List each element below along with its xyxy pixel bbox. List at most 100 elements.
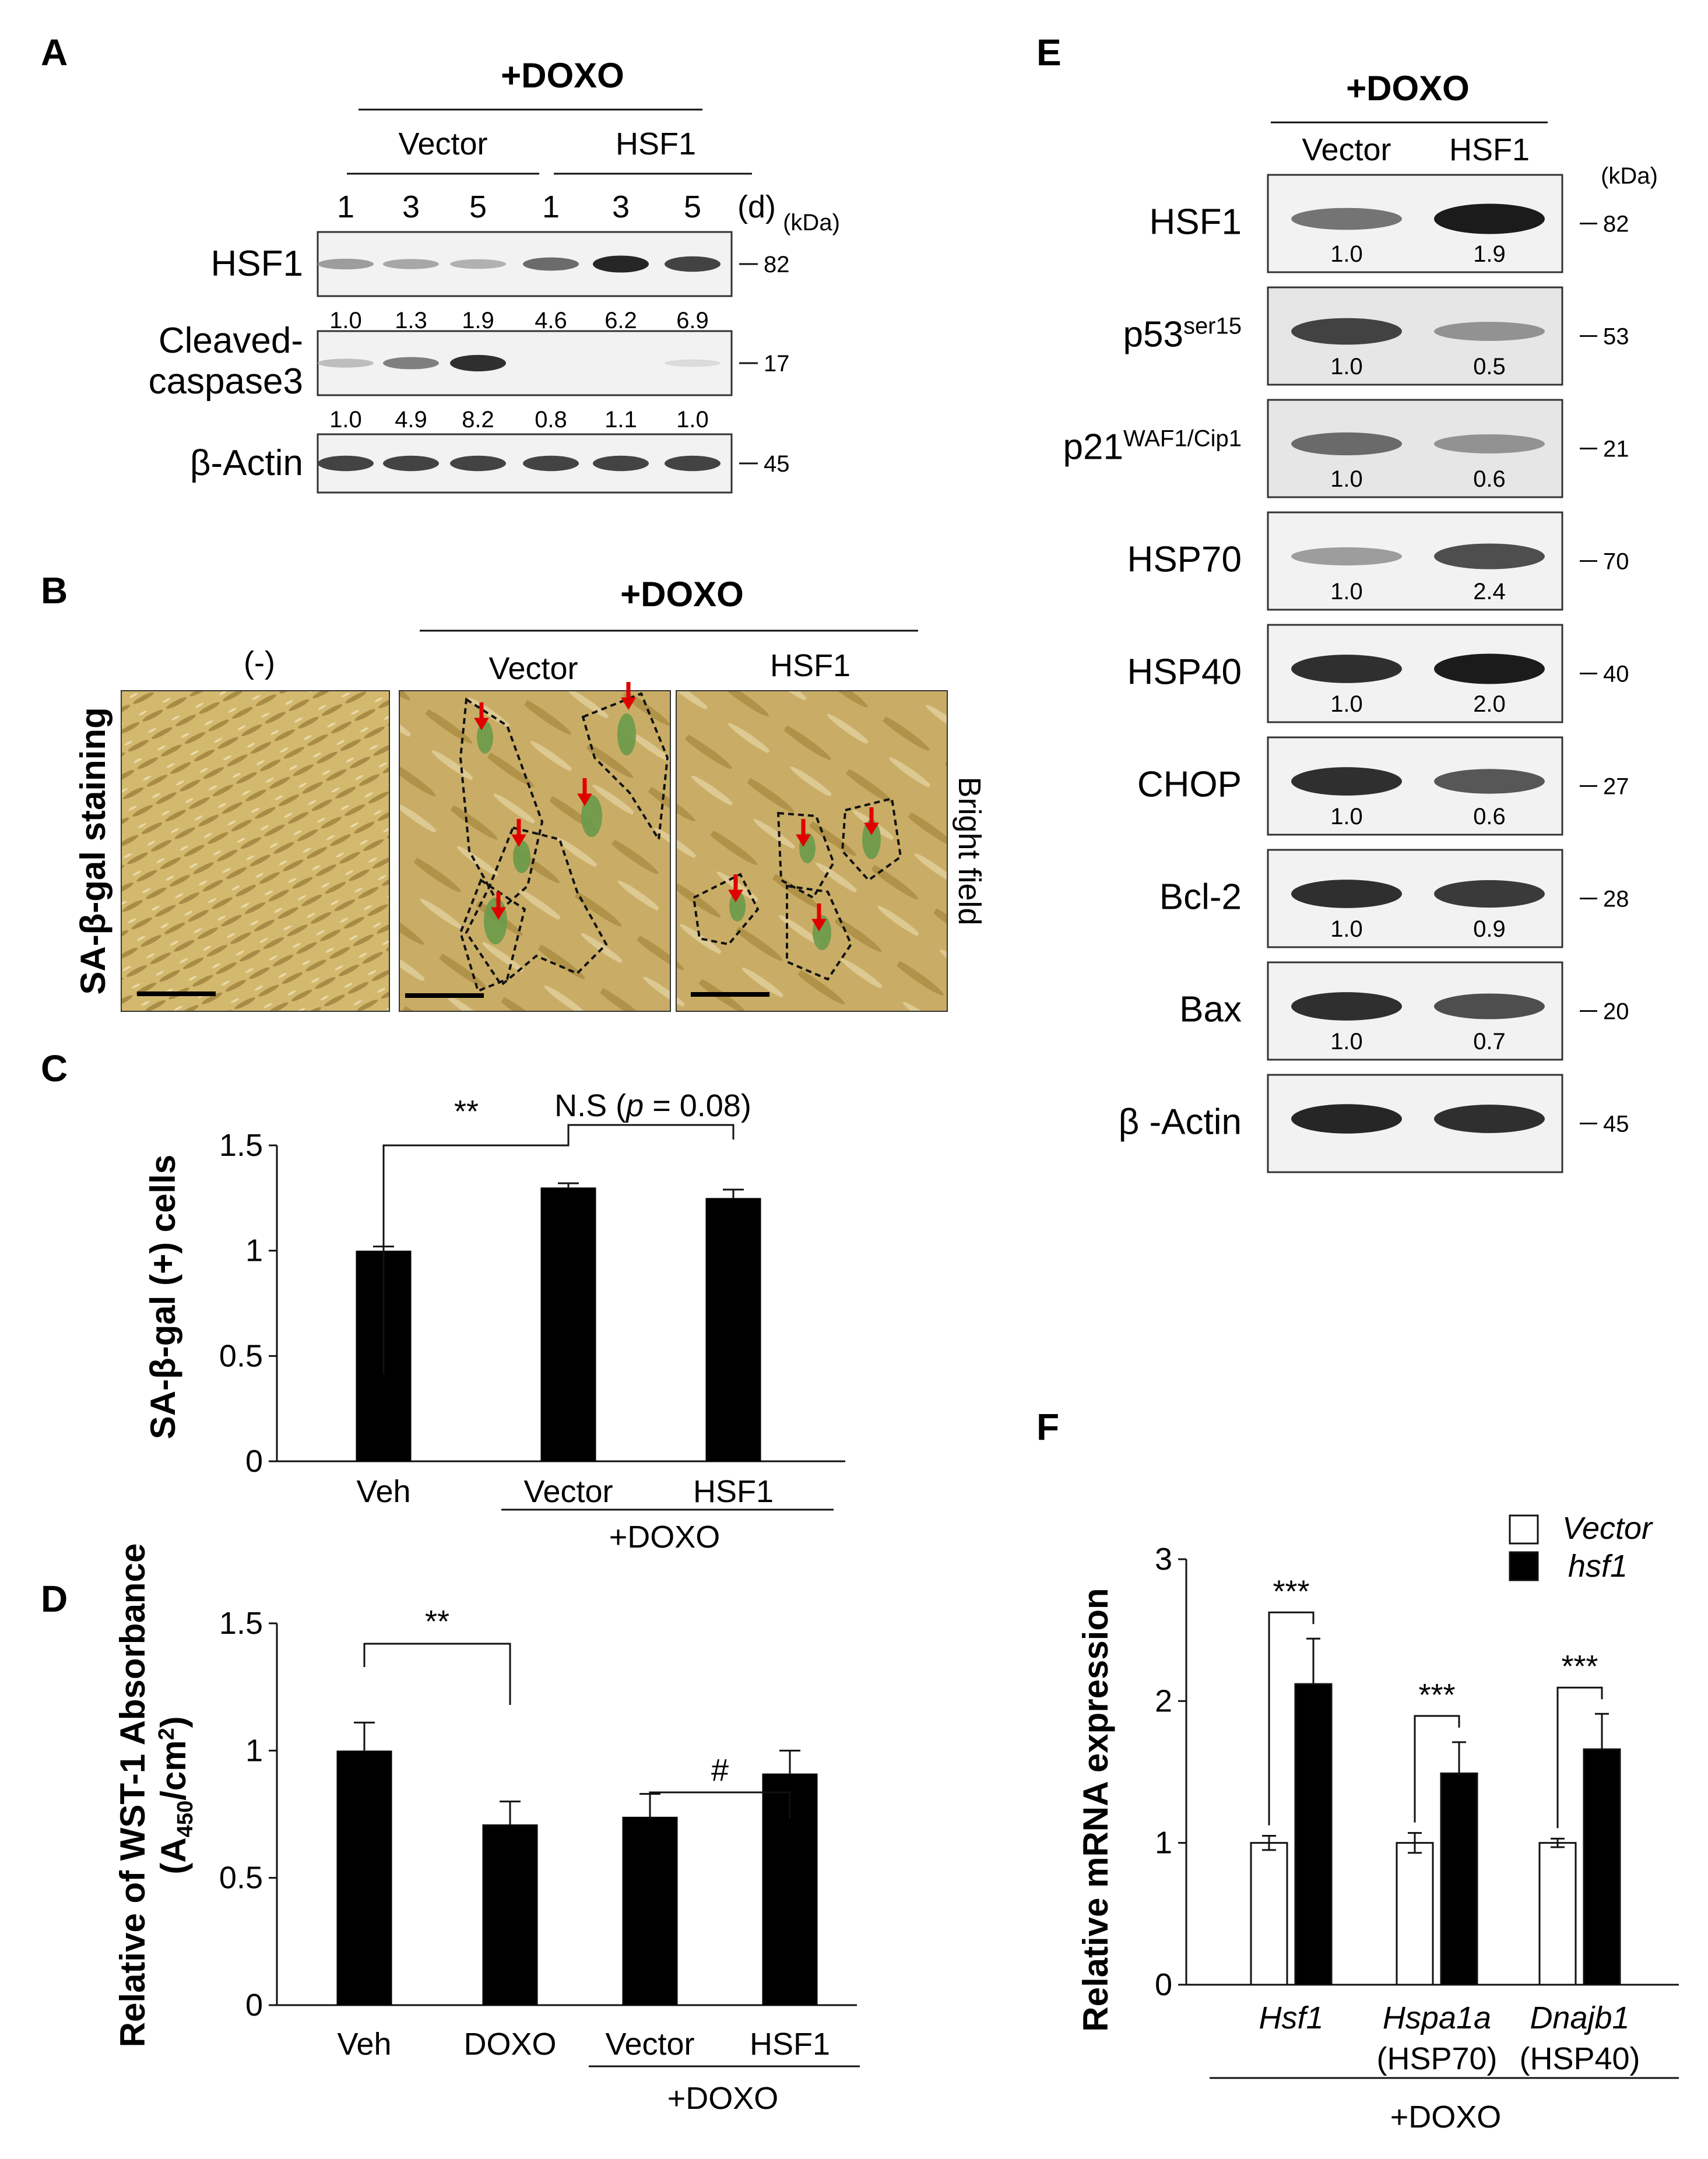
panel-e-quant-value: 0.7 xyxy=(1473,1029,1506,1054)
panel-c-bracket-sig xyxy=(382,1140,570,1374)
micrograph-vector xyxy=(399,682,671,1012)
legend-swatch-hsf1 xyxy=(1509,1551,1539,1581)
panel-a-band xyxy=(450,455,506,472)
x-tick-label: Hspa1a xyxy=(1383,2000,1491,2035)
y-tick-label: 1 xyxy=(1155,1826,1172,1861)
panel-a-band xyxy=(318,258,374,270)
panel-e-band xyxy=(1291,318,1402,345)
panel-e-blot-label: p53ser15 xyxy=(1123,314,1242,355)
panel-e-quant-value: 0.9 xyxy=(1473,916,1506,942)
panel-c-sig-stars: ** xyxy=(454,1094,479,1129)
panel-a-blot-label: β-Actin xyxy=(190,443,303,483)
panel-e: E +DOXO Vector HSF1 (kDa) HSF1 82 1.0 1.9 p5… xyxy=(1036,31,1658,1173)
x-tick-sublabel: (HSP40) xyxy=(1519,2041,1640,2076)
panel-e-blot-label-main: Bax xyxy=(1179,990,1242,1030)
panel-d-unit-mid: /cm xyxy=(154,1740,193,1801)
panel-e-quant-value: 1.9 xyxy=(1473,241,1506,267)
panel-e-kda-value: 20 xyxy=(1603,999,1629,1025)
panel-letter-c: C xyxy=(41,1047,68,1089)
panel-e-blot-label: HSF1 xyxy=(1150,202,1242,242)
panel-d-bracket-sig xyxy=(363,1643,511,1705)
panel-e-band xyxy=(1291,767,1402,796)
bar xyxy=(482,1824,538,2005)
panel-a-band xyxy=(523,257,579,271)
panel-d-category-labels: Veh DOXO Vector HSF1 xyxy=(337,2027,830,2062)
panel-a-blot-label: caspase3 xyxy=(149,361,303,402)
panel-a-day-label: 1 xyxy=(542,189,560,224)
panel-a-quant-value: 6.9 xyxy=(676,308,709,333)
panel-b-side-left: SA-β-gal staining xyxy=(73,707,113,994)
panel-b-label-vector: Vector xyxy=(488,651,578,686)
x-tick-label: Dnajb1 xyxy=(1530,2000,1629,2035)
panel-e-band xyxy=(1291,880,1402,908)
panel-e-blot-label-main: HSP70 xyxy=(1127,540,1242,580)
panel-f-legend: Vector hsf1 xyxy=(1509,1511,1653,1584)
panel-d-bracket-hash xyxy=(649,1791,791,1819)
y-tick-label: 0.5 xyxy=(219,1861,263,1896)
panel-a-day-label: 3 xyxy=(612,189,630,224)
panel-e-blot-label: β -Actin xyxy=(1119,1102,1242,1142)
panel-e-blot-label-sup: WAF1/Cip1 xyxy=(1123,426,1242,452)
panel-e-blot-label-main: CHOP xyxy=(1137,765,1242,805)
panel-e-kda-value: 53 xyxy=(1603,324,1629,350)
bar xyxy=(1294,1683,1333,1986)
panel-e-band xyxy=(1291,547,1402,566)
panel-e-band xyxy=(1291,432,1402,456)
panel-a-blot-label: HSF1 xyxy=(211,244,303,284)
panel-a-day-label: 5 xyxy=(469,189,487,224)
panel-b: B +DOXO (-) Vector HSF1 SA-β-gal stainin… xyxy=(41,569,987,1012)
panel-d-unit-sup: 2 xyxy=(154,1728,179,1740)
panel-a-band xyxy=(383,455,439,472)
panel-f-brackets: *** *** *** xyxy=(1268,1574,1603,1829)
panel-a-quant-value: 8.2 xyxy=(462,407,494,432)
panel-a-kda-label: (kDa) xyxy=(783,210,840,235)
panel-letter-f: F xyxy=(1036,1406,1059,1448)
panel-d-axis: 0 0.5 1 1.5 xyxy=(219,1606,857,2023)
panel-e-blot-label: CHOP xyxy=(1137,765,1242,805)
panel-e-kda-value: 45 xyxy=(1603,1112,1629,1137)
significance-bracket xyxy=(1268,1611,1315,1826)
micrograph-untreated xyxy=(121,690,390,1012)
significance-stars: *** xyxy=(1418,1678,1455,1713)
y-tick-label: 0 xyxy=(1155,1967,1172,2002)
panel-a-day-label: 3 xyxy=(402,189,420,224)
panel-a-band xyxy=(450,354,506,372)
panel-e-blot-label: Bax xyxy=(1179,990,1242,1030)
panel-e-blot-label: Bcl-2 xyxy=(1159,877,1242,917)
panel-e-blot-label: HSP40 xyxy=(1127,652,1242,692)
panel-e-band xyxy=(1291,992,1402,1021)
panel-c-ns-suffix: = 0.08) xyxy=(644,1088,751,1123)
bar xyxy=(1250,1842,1288,1986)
panel-a-band xyxy=(665,359,721,367)
panel-a-kda-value: 82 xyxy=(764,252,790,277)
panel-a-kda-value: 17 xyxy=(764,351,790,377)
bar xyxy=(705,1198,761,1461)
panel-b-label-untreated: (-) xyxy=(244,645,275,680)
panel-a-quant-value: 1.0 xyxy=(329,308,362,333)
legend-label-hsf1: hsf1 xyxy=(1568,1549,1628,1584)
y-tick-label: 1 xyxy=(245,1733,263,1768)
y-tick-label: 3 xyxy=(1155,1542,1172,1577)
x-tick-label: HSF1 xyxy=(693,1474,774,1509)
legend-label-vector: Vector xyxy=(1562,1511,1653,1546)
bar xyxy=(1583,1748,1621,1986)
panel-e-band xyxy=(1434,203,1545,234)
bar xyxy=(1396,1842,1434,1986)
panel-e-band xyxy=(1434,543,1545,569)
panel-e-blot-label-main: HSF1 xyxy=(1150,202,1242,242)
panel-e-quant-value: 1.0 xyxy=(1330,579,1363,604)
panel-e-lane-vector: Vector xyxy=(1302,132,1391,167)
panel-e-kda-value: 27 xyxy=(1603,774,1629,800)
y-tick-label: 2 xyxy=(1155,1683,1172,1718)
panel-b-side-right: Bright field xyxy=(952,776,987,925)
panel-e-lane-hsf1: HSF1 xyxy=(1449,132,1530,167)
panel-a-quant-value: 4.9 xyxy=(395,407,427,432)
panel-d-sig-stars: ** xyxy=(425,1604,449,1639)
panel-d-bars xyxy=(336,1721,818,2005)
panel-a-band xyxy=(665,256,721,272)
panel-e-quant-value: 1.0 xyxy=(1330,804,1363,829)
panel-e-band xyxy=(1434,769,1545,794)
panel-a-day-label: 1 xyxy=(337,189,354,224)
panel-d-unit-open: (A xyxy=(154,1837,193,1874)
y-tick-label: 0 xyxy=(245,1444,263,1479)
